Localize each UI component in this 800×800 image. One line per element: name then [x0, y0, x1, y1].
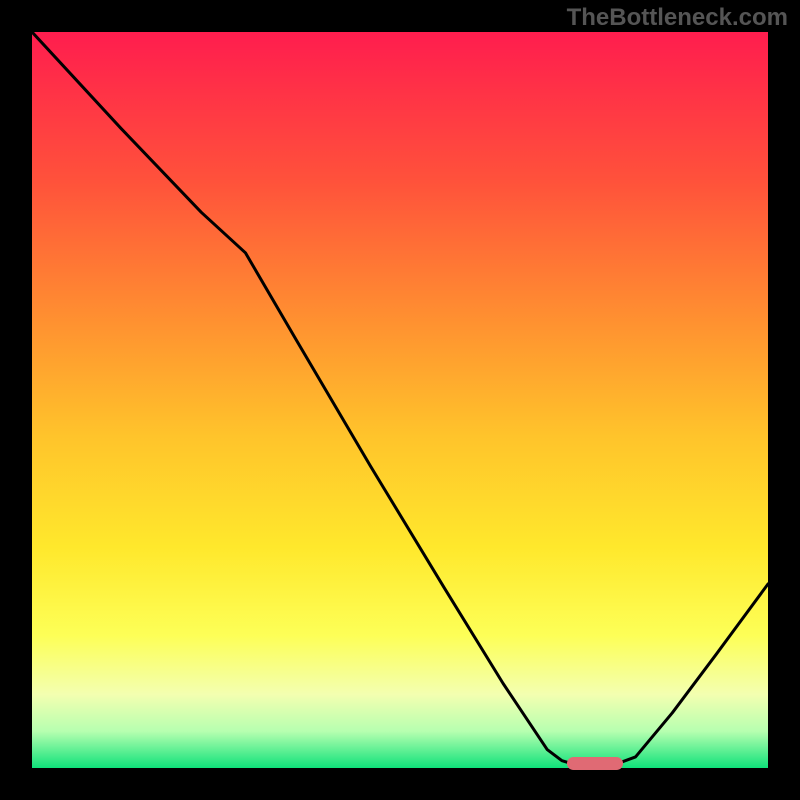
bottleneck-curve: [32, 32, 768, 765]
chart-frame: TheBottleneck.com: [0, 0, 800, 800]
optimal-marker: [567, 757, 622, 770]
gradient-heatmap-background: [32, 32, 768, 768]
plot-area: [32, 32, 768, 768]
gradient-rect: [32, 32, 768, 768]
watermark-text: TheBottleneck.com: [567, 4, 788, 32]
